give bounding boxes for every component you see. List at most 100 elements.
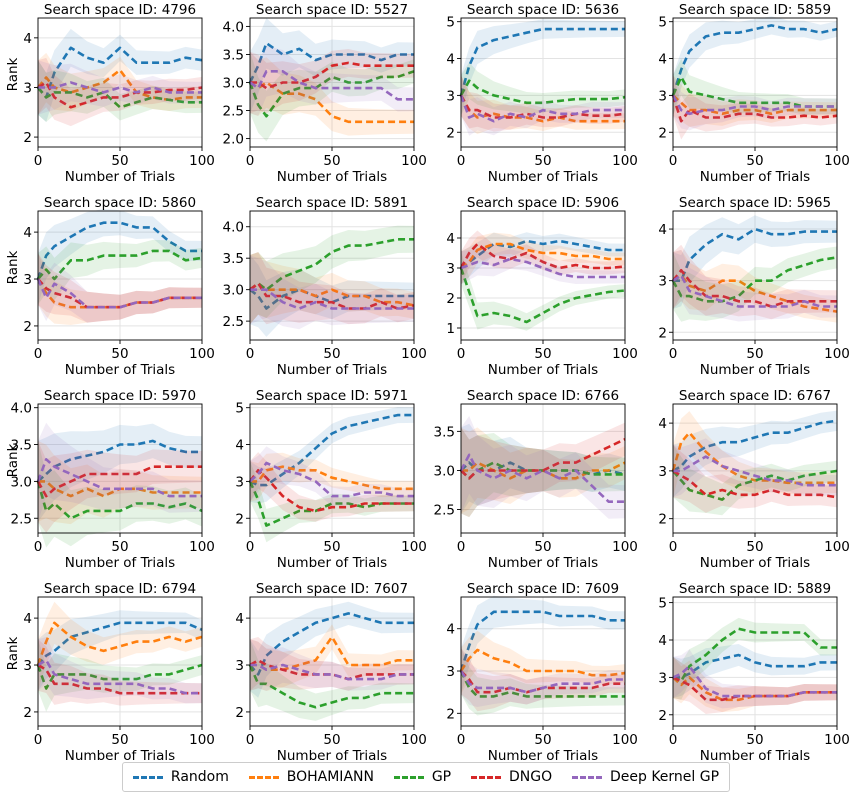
line-gp <box>459 670 625 698</box>
line-random <box>249 612 414 676</box>
line-gp <box>671 256 838 303</box>
y-axis-label: Rank <box>5 443 21 477</box>
line-dngo <box>36 465 202 498</box>
band-gp <box>461 427 625 518</box>
legend-label-random: Random <box>170 769 229 785</box>
subplot-1: 2 3 4 0 50 100 Search space ID: 4796 Number of … <box>5 2 215 185</box>
band-bohamiann <box>673 656 837 713</box>
y-tick-label-0: 2.5 <box>11 511 32 527</box>
x-tick-label-0: 0 <box>34 539 43 555</box>
x-tick-label-1: 50 <box>323 732 340 748</box>
x-tick-label-0: 0 <box>669 539 678 555</box>
line-dngo <box>37 81 203 109</box>
band-bohamiann <box>38 253 202 325</box>
band-dngo <box>250 637 414 691</box>
band-random <box>673 410 837 498</box>
y-tick-label-1: 3 <box>658 274 667 290</box>
line-deep-kernel-gp <box>36 278 202 309</box>
line-gp <box>36 481 203 520</box>
band-gp <box>673 58 837 116</box>
line-deep-kernel-gp <box>37 659 202 695</box>
y-tick-label-1: 3 <box>23 80 32 96</box>
subplot-5: 2 3 4 0 50 100 Search space ID: 5860 Number of … <box>5 195 215 378</box>
legend-label-dngo: DNGO <box>508 769 553 785</box>
band-bohamiann <box>250 51 414 136</box>
line-bohamiann <box>250 465 414 491</box>
line-gp <box>459 79 626 105</box>
y-tick-label-0: 2 <box>23 130 32 146</box>
line-random <box>671 24 838 96</box>
band-dngo <box>38 57 202 127</box>
legend-label-gp: GP <box>431 769 452 785</box>
legend-swatch-bohamiann <box>248 775 279 779</box>
line-bohamiann <box>459 648 626 677</box>
x-axis-label: Number of Trials <box>700 555 810 571</box>
x-tick-label-0: 0 <box>34 153 43 169</box>
subplot-title: Search space ID: 5891 <box>256 195 408 211</box>
line-random <box>37 621 203 666</box>
band-dngo <box>38 440 202 533</box>
y-tick-label-1: 3.0 <box>223 283 244 299</box>
y-tick-label-2: 4 <box>658 222 667 238</box>
line-bohamiann <box>459 94 625 123</box>
band-bohamiann <box>673 75 837 127</box>
line-dngo <box>248 469 414 513</box>
x-tick-label-0: 0 <box>669 153 678 169</box>
y-tick-label-1: 3.0 <box>11 474 32 490</box>
line-dngo <box>460 670 625 694</box>
line-gp <box>37 249 203 281</box>
y-tick-label-0: 2.5 <box>223 314 244 330</box>
band-gp <box>38 239 202 305</box>
x-axis-label: Number of Trials <box>277 555 387 571</box>
subplot-7: 1 2 3 4 0 50 100 Search space ID: 5906 Number of… <box>446 195 637 378</box>
x-tick-label-0: 0 <box>34 346 43 362</box>
band-random <box>38 423 202 522</box>
y-tick-label-1: 3 <box>658 670 667 686</box>
line-random <box>249 413 414 487</box>
line-gp <box>36 86 202 109</box>
y-tick-label-2: 4 <box>446 622 455 638</box>
band-deep-kernel-gp <box>461 647 625 707</box>
x-tick-label-2: 100 <box>189 539 215 555</box>
x-tick-label-0: 0 <box>457 539 466 555</box>
subplot-15: 2 3 4 0 50 100 Search space ID: 7609 Number of … <box>446 581 637 764</box>
y-tick-label-2: 3.0 <box>223 76 244 92</box>
band-deep-kernel-gp <box>38 637 202 704</box>
legend-swatch-deep-kernel-gp <box>571 775 602 779</box>
line-random <box>459 27 625 96</box>
x-tick-label-1: 50 <box>534 153 551 169</box>
x-tick-label-2: 100 <box>401 732 427 748</box>
line-dngo <box>460 438 626 480</box>
subplot-11: 2.5 3.0 3.5 0 50 100 Search space ID: 6766 Numb… <box>434 388 638 571</box>
band-deep-kernel-gp <box>250 446 414 506</box>
line-deep-kernel-gp <box>250 288 414 310</box>
y-tick-label-0: 2.0 <box>223 132 244 148</box>
band-bohamiann <box>461 75 625 135</box>
y-tick-label-0: 2 <box>235 705 244 721</box>
line-random <box>673 653 837 679</box>
legend-swatch-gp <box>393 775 424 779</box>
x-axis-label: Number of Trials <box>277 169 387 185</box>
x-axis-label: Number of Trials <box>65 555 175 571</box>
legend-swatch-random <box>132 775 163 779</box>
y-tick-label-1: 2.5 <box>223 104 244 120</box>
band-gp <box>38 440 202 548</box>
subplot-title: Search space ID: 4796 <box>44 2 196 18</box>
x-tick-label-1: 50 <box>323 153 340 169</box>
x-tick-label-1: 50 <box>111 732 128 748</box>
y-tick-label-1: 3 <box>235 474 244 490</box>
line-deep-kernel-gp <box>671 94 837 116</box>
subplot-title: Search space ID: 6766 <box>467 388 619 404</box>
band-dngo <box>38 253 202 323</box>
subplot-title: Search space ID: 6767 <box>679 388 831 404</box>
x-tick-label-1: 50 <box>111 539 128 555</box>
x-tick-label-2: 100 <box>401 539 427 555</box>
y-tick-label-1: 3 <box>23 658 32 674</box>
y-tick-label-3: 4 <box>446 231 455 247</box>
y-tick-label-3: 5 <box>658 596 667 612</box>
x-axis-label: Number of Trials <box>65 169 175 185</box>
band-random <box>250 601 414 698</box>
x-tick-label-2: 100 <box>612 539 638 555</box>
x-tick-label-0: 0 <box>669 732 678 748</box>
